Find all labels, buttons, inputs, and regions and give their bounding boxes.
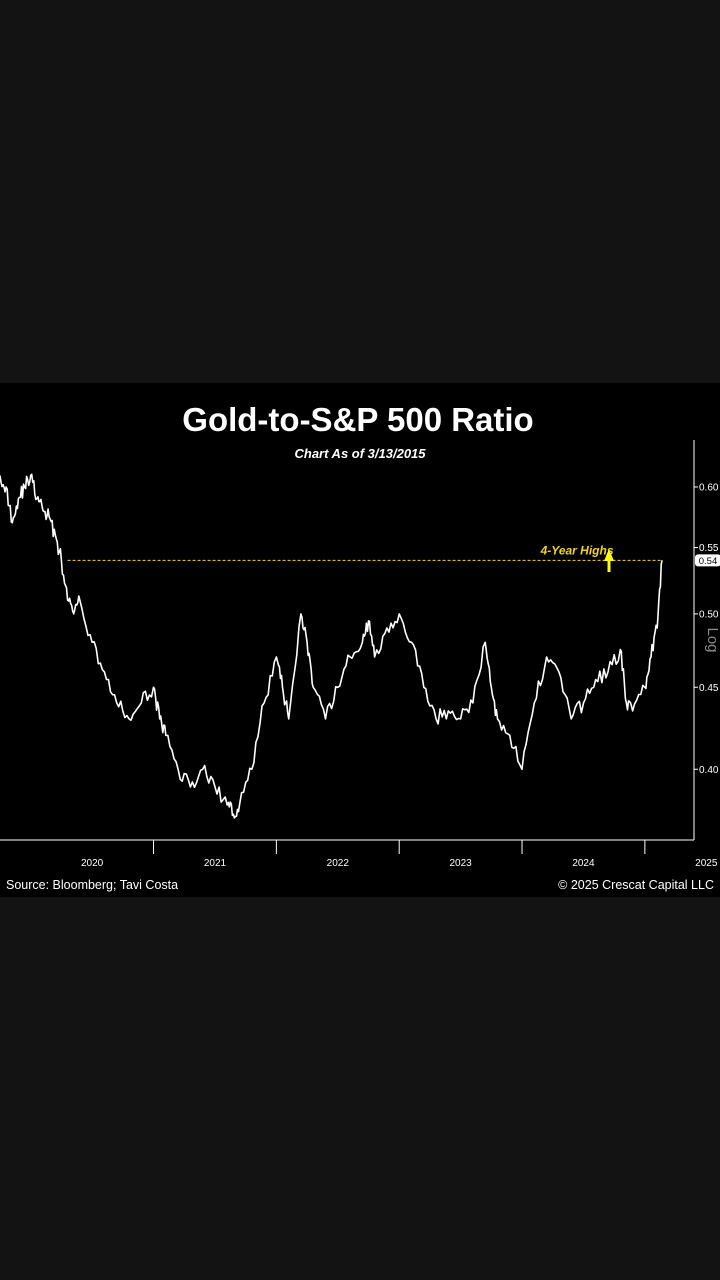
gold-sp500-ratio-line: [0, 473, 663, 819]
last-value-text: 0.54: [699, 556, 718, 567]
four-year-highs-annotation: 4-Year Highs: [540, 543, 614, 557]
y-axis-ticks: 0.40 0.45 0.50 0.55 0.60: [694, 482, 719, 776]
last-value-box: [695, 554, 720, 567]
y-tick-label: 0.50: [699, 609, 719, 620]
copyright-note: © 2025 Crescat Capital LLC: [558, 878, 714, 892]
chart-panel: Gold-to-S&P 500 Ratio Chart As of 3/13/2…: [0, 383, 720, 897]
x-axis-ticks: 2020 2021 2022 2023 2024 2025: [81, 840, 718, 869]
y-tick-label: 0.60: [699, 482, 719, 493]
x-tick-label: 2020: [81, 858, 104, 869]
chart-title: Gold-to-S&P 500 Ratio: [182, 401, 533, 438]
x-tick-label: 2021: [204, 858, 227, 869]
y-tick-label: 0.40: [699, 765, 719, 776]
up-arrow-icon: [604, 549, 614, 572]
x-tick-label: 2025: [695, 858, 718, 869]
y-tick-label: 0.55: [699, 543, 719, 554]
y-axis-label: Log: [704, 627, 720, 652]
x-tick-label: 2024: [572, 858, 595, 869]
x-tick-label: 2023: [449, 858, 472, 869]
y-tick-label: 0.45: [699, 683, 719, 694]
last-value-badge: 0.54: [695, 554, 720, 567]
chart-subtitle: Chart As of 3/13/2015: [294, 446, 426, 461]
chart-svg: Gold-to-S&P 500 Ratio Chart As of 3/13/2…: [0, 401, 720, 892]
source-note: Source: Bloomberg; Tavi Costa: [6, 878, 178, 892]
x-tick-label: 2022: [327, 858, 350, 869]
